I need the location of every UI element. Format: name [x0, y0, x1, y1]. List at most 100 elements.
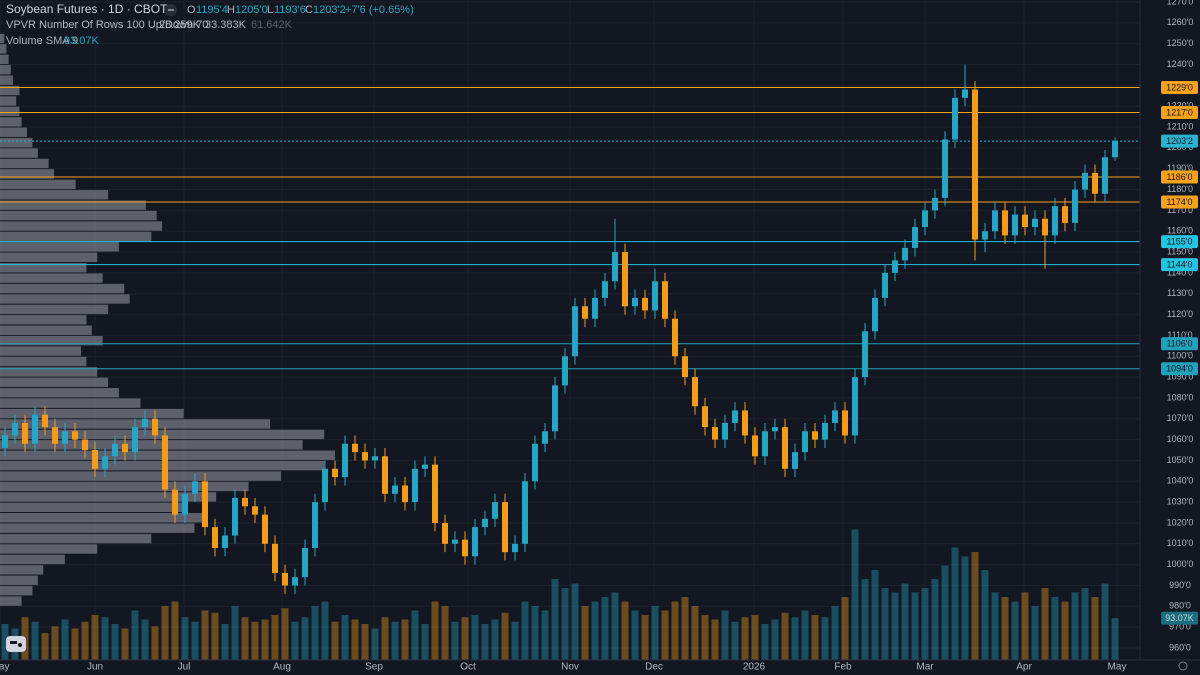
candle-body — [632, 297, 638, 307]
volume-profile — [0, 33, 335, 606]
candle-body — [162, 435, 168, 490]
volume-bar — [471, 615, 479, 660]
volume-bar — [611, 592, 619, 660]
volume-bar — [531, 606, 539, 660]
candle-body — [242, 497, 248, 507]
y-tick-label: 1030'0 — [1167, 497, 1194, 507]
volume-bar — [811, 615, 819, 660]
volume-bar — [211, 612, 219, 660]
candle-body — [142, 418, 148, 428]
candle-body — [432, 464, 438, 523]
y-tick-label: 1040'0 — [1167, 476, 1194, 486]
y-tick-label: 1020'0 — [1167, 517, 1194, 527]
volume-bar — [521, 601, 529, 660]
logo-mark — [18, 643, 22, 647]
candle-body — [992, 210, 998, 232]
profile-bar — [0, 565, 44, 575]
candle-body — [62, 431, 68, 444]
candle-body — [1112, 141, 1118, 158]
y-tick-label: 1090'0 — [1167, 371, 1194, 381]
volume-bar — [771, 619, 779, 660]
volume-bar — [1071, 592, 1079, 660]
candle-body — [452, 539, 458, 544]
profile-bar — [0, 44, 7, 54]
volume-bar — [1, 624, 9, 660]
profile-bar — [0, 242, 119, 252]
x-tick-label: Aug — [273, 662, 291, 673]
candle-body — [252, 506, 258, 515]
candle-body — [612, 252, 618, 282]
x-tick-label: May — [1108, 662, 1127, 673]
candle-body — [622, 252, 628, 307]
candle-body — [292, 577, 298, 586]
y-tick-label: 1060'0 — [1167, 434, 1194, 444]
volume-bar — [851, 529, 859, 660]
volume-bar — [1051, 597, 1059, 660]
volume-bar — [861, 579, 869, 660]
ohlc-value: 1193'6 — [274, 4, 306, 16]
candle-body — [212, 527, 218, 548]
volume-bar — [401, 619, 409, 660]
volume-bar — [371, 628, 379, 660]
volume-bar — [721, 610, 729, 660]
candle-body — [892, 260, 898, 273]
volume-bar — [591, 601, 599, 660]
levels — [0, 86, 1140, 370]
candle-body — [872, 297, 878, 332]
y-tick-label: 970'0 — [1169, 622, 1191, 632]
volume-bar — [421, 624, 429, 660]
volume-bar — [891, 592, 899, 660]
grid — [0, 0, 1140, 660]
profile-bar — [0, 75, 13, 85]
x-tick-label: Apr — [1016, 662, 1032, 673]
candle-body — [702, 406, 708, 428]
profile-bar — [0, 262, 87, 273]
volume-bar — [481, 624, 489, 660]
volume-bar — [581, 606, 589, 660]
candle-body — [22, 422, 28, 444]
candle-body — [532, 443, 538, 482]
volume-bar — [91, 615, 99, 660]
profile-bar — [0, 513, 206, 523]
y-tick-label: 1120'0 — [1167, 309, 1193, 319]
candle-body — [692, 377, 698, 407]
volume-bar — [1021, 592, 1029, 660]
profile-bar — [0, 231, 152, 242]
header: Soybean Futures · 1D · CBOT O 1195'4 H 1… — [6, 2, 414, 47]
candle-body — [802, 431, 808, 453]
profile-bar — [0, 481, 249, 492]
level-label: 1106'0 — [1166, 339, 1192, 349]
volume-bar — [191, 621, 199, 660]
profile-bar — [0, 502, 184, 513]
volume-bar — [321, 601, 329, 660]
candle-body — [302, 547, 308, 578]
volume-bar — [1041, 588, 1049, 660]
volume-bar — [661, 610, 669, 660]
profile-bar — [0, 585, 33, 596]
profile-bar — [0, 575, 38, 585]
ohlc-value: 1205'0 — [235, 4, 268, 16]
volume-bar — [921, 588, 929, 660]
axis-markers: 1229'0 1217'0 1203'2 1186'0 1174'0 1155'0 1144… — [1161, 80, 1198, 625]
candle-body — [652, 281, 658, 311]
level-label: 1174'0 — [1166, 197, 1192, 207]
profile-bar — [0, 315, 87, 325]
candle-body — [972, 89, 978, 240]
profile-bar — [0, 210, 157, 221]
candle-body — [1102, 157, 1108, 194]
level-marker — [1161, 337, 1198, 351]
y-tick-label: 1080'0 — [1167, 392, 1194, 402]
volume-bar — [111, 624, 119, 660]
candle-body — [482, 518, 488, 528]
vpvr-label: VPVR Number Of Rows 100 Up/Down 70 — [6, 19, 208, 31]
candle-body — [462, 539, 468, 557]
volume-bar — [221, 624, 229, 660]
profile-bar — [0, 200, 146, 210]
candle-body — [112, 443, 118, 457]
candle-body — [42, 414, 48, 428]
candle-body — [32, 414, 38, 444]
volume-bar — [571, 583, 579, 660]
settings-button[interactable] — [1178, 661, 1188, 671]
